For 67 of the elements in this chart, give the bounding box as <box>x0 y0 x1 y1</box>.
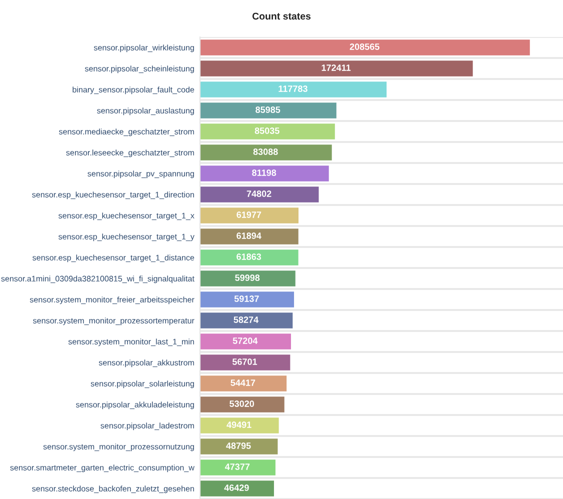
y-tick-label: sensor.leseecke_geschatzter_strom <box>66 150 194 158</box>
bar <box>200 102 336 118</box>
bar <box>200 186 319 202</box>
chart-title: Count states <box>252 12 311 20</box>
data-label: 81198 <box>252 170 276 176</box>
data-label: 85985 <box>256 106 280 113</box>
y-tick-label: sensor.mediaecke_geschatzter_strom <box>59 128 194 136</box>
data-label: 172411 <box>322 64 351 71</box>
y-tick-label: sensor.esp_kuechesensor_target_1_y <box>58 234 194 242</box>
bar <box>200 124 335 140</box>
y-tick-label: sensor.a1mini_0309da382100815_wi_fi_signalqualitat <box>1 276 194 284</box>
y-tick-label: sensor.system_monitor_prozessornutzung <box>43 444 194 452</box>
bar <box>200 438 278 454</box>
bar <box>200 334 291 350</box>
y-tick-label: sensor.steckdose_backofen_zuletzt_gesehen <box>32 486 194 494</box>
data-label: 56701 <box>232 358 258 365</box>
bar <box>200 418 279 434</box>
data-label: 49491 <box>226 422 252 428</box>
bar <box>200 270 296 286</box>
y-tick-label: sensor.esp_kuechesensor_target_1_direction <box>32 192 194 200</box>
y-tick-label: sensor.system_monitor_freier_arbeitsspeicher <box>30 296 194 304</box>
bar <box>200 354 290 370</box>
bar <box>200 480 274 496</box>
y-tick-label: sensor.system_monitor_prozessortemperatur <box>33 318 194 326</box>
data-label: 53020 <box>230 400 254 407</box>
bar <box>200 292 294 308</box>
data-label: 117783 <box>278 86 308 92</box>
y-tick-label: sensor.esp_kuechesensor_target_1_distance <box>32 254 194 262</box>
y-tick-label: sensor.system_monitor_last_1_min <box>68 338 194 346</box>
y-tick-label: sensor.pipsolar_akkuladeleistung <box>76 402 194 410</box>
data-label: 58274 <box>234 316 258 323</box>
y-tick-label: sensor.pipsolar_auslastung <box>97 108 194 116</box>
data-label: 85035 <box>254 128 280 134</box>
data-label: 57204 <box>232 338 258 344</box>
y-tick-label: sensor.smartmeter_garten_electric_consumption_w <box>10 464 194 472</box>
bar <box>200 312 293 328</box>
data-label: 61863 <box>236 254 262 260</box>
data-label: 208565 <box>350 44 380 50</box>
data-label: 59137 <box>234 296 259 302</box>
data-label: 74802 <box>246 190 272 197</box>
data-label: 48795 <box>226 442 251 449</box>
data-label: 54417 <box>230 380 256 386</box>
bar <box>200 82 387 98</box>
bar <box>200 250 298 266</box>
data-label: 46429 <box>224 484 249 491</box>
data-label: 61894 <box>236 232 262 239</box>
bar <box>200 144 332 160</box>
y-tick-label: sensor.pipsolar_scheinleistung <box>84 66 194 74</box>
bar <box>200 60 473 76</box>
y-tick-label: sensor.pipsolar_ladestrom <box>100 422 194 430</box>
y-tick-label: binary_sensor.pipsolar_fault_code <box>72 86 194 94</box>
data-label: 83088 <box>253 148 278 155</box>
bar <box>200 460 276 476</box>
bar <box>200 208 299 224</box>
bar <box>200 40 530 56</box>
bar <box>200 228 298 244</box>
y-tick-label: sensor.pipsolar_pv_spannung <box>88 170 194 178</box>
data-label: 47377 <box>224 464 250 470</box>
data-label: 59998 <box>235 274 260 281</box>
y-tick-label: sensor.pipsolar_akkustrom <box>98 360 194 368</box>
bar <box>200 166 329 182</box>
y-tick-label: sensor.pipsolar_solarleistung <box>90 380 194 388</box>
data-label: 61977 <box>236 212 262 218</box>
y-tick-label: sensor.pipsolar_wirkleistung <box>94 44 194 52</box>
bar <box>200 396 284 412</box>
bar <box>200 376 287 392</box>
y-tick-label: sensor.esp_kuechesensor_target_1_x <box>58 212 194 220</box>
